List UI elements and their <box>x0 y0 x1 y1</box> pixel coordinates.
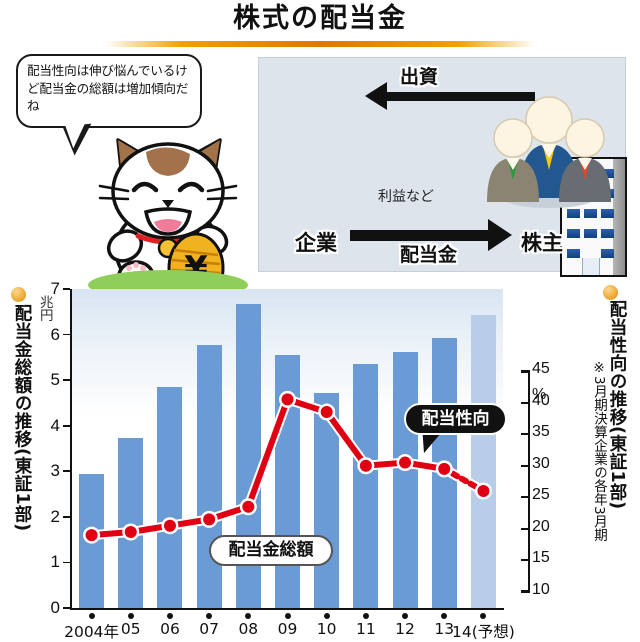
x-axis-label: 14(予想) <box>451 623 515 641</box>
y-tick-right <box>521 370 530 372</box>
profit-label: 利益など <box>378 189 434 205</box>
dividend-arrow-head <box>488 219 512 251</box>
x-axis-label: 12 <box>395 620 415 638</box>
y-tick-left <box>63 379 70 381</box>
chart-bar <box>275 355 300 608</box>
left-axis-unit: 兆円 <box>40 295 54 324</box>
speech-bubble: 配当性向は伸び悩んでいるけど配当金の総額は増加傾向だね <box>16 54 202 128</box>
dividend-arrow <box>350 230 490 241</box>
x-axis-dot <box>206 613 213 619</box>
y-tick-left <box>63 516 70 518</box>
y-tick-left <box>63 333 70 336</box>
y-tick-label-right: 35 <box>532 423 550 441</box>
x-axis-dot <box>166 613 173 619</box>
x-axis-dot <box>480 613 487 619</box>
y-tick-label-left: 6 <box>50 324 60 344</box>
x-axis-label: 13 <box>434 620 455 638</box>
left-caption-bullet-icon <box>11 287 26 302</box>
company-label: 企業 <box>295 231 337 255</box>
x-axis-label: 2004年 <box>64 623 120 641</box>
y-tick-left <box>63 607 70 609</box>
y-tick-label-right: 25 <box>532 486 550 504</box>
right-caption-bullet-icon <box>603 285 618 300</box>
y-tick-left <box>63 561 70 564</box>
x-axis-dot <box>402 613 409 619</box>
mascot-cat: ¥ <box>78 128 258 308</box>
right-caption: 配当性向の推移(東証1部) <box>607 300 627 510</box>
x-axis-label: 08 <box>238 620 259 638</box>
speech-bubble-text: 配当性向は伸び悩んでいるけど配当金の総額は増加傾向だね <box>27 63 189 113</box>
chart-bar <box>470 315 496 608</box>
y-tick-right <box>521 464 530 467</box>
y-tick-label-right: 30 <box>532 454 550 472</box>
x-axis-dot <box>323 613 330 619</box>
x-axis-dot <box>362 613 369 619</box>
chart-y-axis-left <box>70 289 72 610</box>
investment-label: 出資 <box>400 66 439 88</box>
page-title: 株式の配当金 <box>233 3 407 34</box>
line-legend-callout: 配当性向 <box>404 403 507 435</box>
title-divider <box>105 41 535 47</box>
shareholder-label: 株主 <box>521 231 563 255</box>
y-tick-label-right: 40 <box>532 391 550 409</box>
investment-arrow-head <box>365 82 387 110</box>
y-tick-label-right: 45 <box>532 360 550 377</box>
x-axis-label: 05 <box>120 620 141 638</box>
chart-bar <box>431 338 457 608</box>
y-tick-label-left: 1 <box>50 552 60 572</box>
y-tick-label-left: 4 <box>50 415 60 435</box>
right-axis-unit: % <box>532 386 547 403</box>
chart-bar <box>314 392 340 608</box>
x-axis-label: 09 <box>277 620 298 638</box>
shareholders-icon <box>487 96 611 208</box>
y-tick-right <box>521 496 530 499</box>
chart-bar <box>79 473 105 608</box>
y-tick-label-left: 0 <box>50 598 60 617</box>
x-axis-dot <box>284 613 291 619</box>
chart-x-axis <box>70 608 504 610</box>
chart-bar <box>118 438 144 608</box>
y-tick-label-right: 15 <box>532 549 550 567</box>
y-tick-label-left: 7 <box>50 279 60 298</box>
y-tick-right <box>521 559 530 562</box>
x-axis-label: 10 <box>316 620 337 638</box>
header: 株式の配当金 <box>0 2 640 47</box>
y-tick-label-left: 3 <box>50 461 60 481</box>
y-tick-label-right: 10 <box>532 581 550 598</box>
y-tick-label-right: 20 <box>532 517 550 535</box>
dividend-label: 配当金 <box>400 244 458 266</box>
y-tick-left <box>63 424 70 427</box>
y-tick-left <box>63 288 70 290</box>
x-axis-dot <box>127 613 134 619</box>
y-tick-label-left: 2 <box>50 506 60 526</box>
y-tick-left <box>63 470 70 473</box>
right-caption-note: ※3月期決算企業の各年3月期 <box>591 360 607 542</box>
bars-legend-label: 配当金総額 <box>209 535 333 566</box>
y-tick-right <box>521 433 530 436</box>
x-axis-dot <box>441 613 448 619</box>
y-tick-right <box>521 591 530 593</box>
y-tick-right <box>521 401 530 404</box>
x-axis-label: 06 <box>160 620 180 638</box>
chart-bar <box>196 344 222 608</box>
x-axis-label: 07 <box>199 620 219 638</box>
y-tick-right <box>521 527 530 530</box>
investment-arrow <box>385 92 535 101</box>
chart-bar <box>157 386 183 608</box>
chart-bar <box>353 364 379 608</box>
x-axis-dot <box>245 613 252 619</box>
y-tick-label-left: 5 <box>50 370 60 390</box>
x-axis-dot <box>88 613 95 619</box>
left-caption: 配当金総額の推移(東証1部) <box>12 304 32 532</box>
chart-bar <box>392 351 418 608</box>
x-axis-label: 11 <box>355 620 376 638</box>
